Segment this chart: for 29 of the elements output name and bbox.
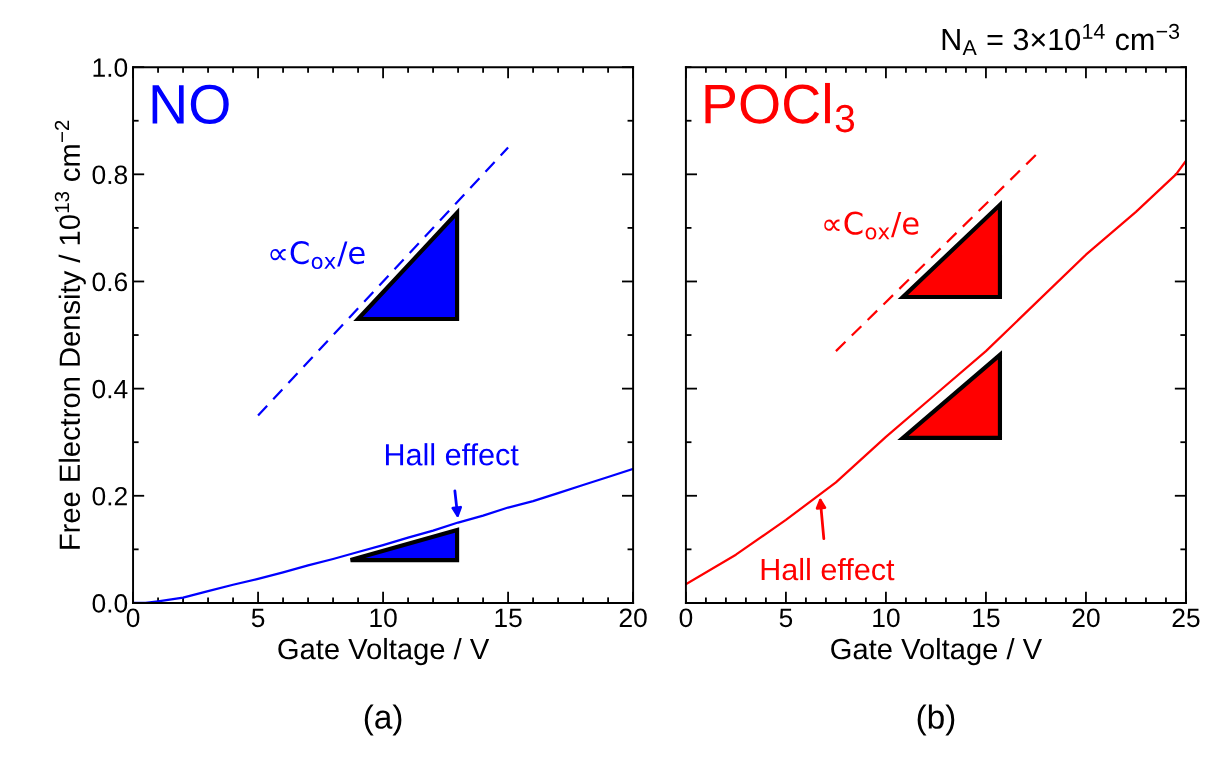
y-tick-label: 0.0 [92, 594, 128, 613]
x-tick-label: 15 [973, 608, 1000, 628]
x-tick-label: 20 [619, 608, 647, 628]
y-axis-title: Free Electron Density / 10$^{13}$ cm$^{−2}$ [54, 120, 86, 549]
y-tick-label: 1.0 [93, 58, 128, 77]
y-tick-label: 0.8 [92, 165, 128, 185]
x-tick-label: 10 [370, 608, 397, 628]
x-tick-label: 5 [779, 608, 793, 628]
series-label: ∝C$_{ox}$/e [824, 211, 919, 240]
annotation: NO [152, 84, 229, 125]
x-tick-label: 5 [251, 608, 265, 628]
x-tick-label: 0 [126, 608, 140, 628]
x-axis-title: Gate Voltage / V [831, 637, 1043, 666]
x-tick-label: 25 [1172, 608, 1200, 628]
annotation: Hall effect [385, 443, 519, 466]
series-label: ∝C$_{ox}$/e [270, 241, 365, 270]
y-tick-label: 0.4 [92, 379, 128, 399]
text: N$_{A}$ = 3×10$^{14}$ cm$^{−3}$ [942, 23, 1180, 55]
x-axis-title: Gate Voltage / V [278, 637, 490, 666]
text: (b) [917, 704, 955, 736]
x-tick-label: 10 [873, 608, 900, 628]
x-tick-label: 15 [495, 608, 522, 628]
y-tick-label: 0.6 [92, 272, 128, 292]
text: (a) [364, 704, 402, 736]
y-tick-label: 0.2 [92, 486, 127, 506]
annotation: POCl$_{3}$ [705, 82, 855, 133]
x-tick-label: 0 [679, 608, 693, 628]
x-tick-label: 20 [1072, 608, 1100, 628]
annotation: Hall effect [761, 557, 895, 581]
